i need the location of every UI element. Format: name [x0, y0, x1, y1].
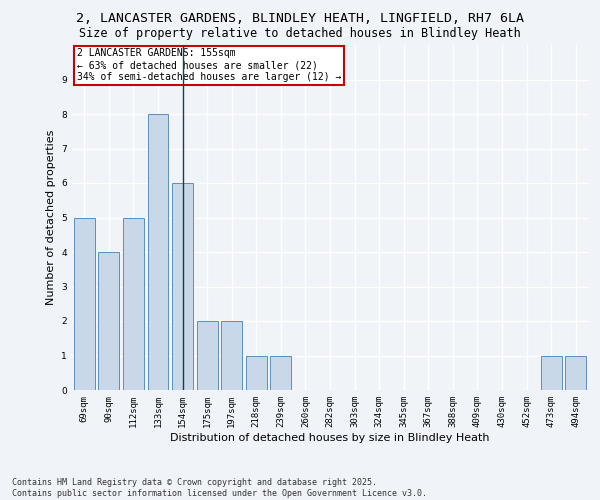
Bar — [123, 218, 144, 390]
Bar — [74, 218, 95, 390]
Text: Contains HM Land Registry data © Crown copyright and database right 2025.
Contai: Contains HM Land Registry data © Crown c… — [12, 478, 427, 498]
Bar — [565, 356, 586, 390]
Bar — [271, 356, 292, 390]
Text: 2, LANCASTER GARDENS, BLINDLEY HEATH, LINGFIELD, RH7 6LA: 2, LANCASTER GARDENS, BLINDLEY HEATH, LI… — [76, 12, 524, 26]
Bar — [246, 356, 267, 390]
Bar — [221, 321, 242, 390]
Bar — [197, 321, 218, 390]
X-axis label: Distribution of detached houses by size in Blindley Heath: Distribution of detached houses by size … — [170, 432, 490, 442]
Bar — [172, 183, 193, 390]
Text: 2 LANCASTER GARDENS: 155sqm
← 63% of detached houses are smaller (22)
34% of sem: 2 LANCASTER GARDENS: 155sqm ← 63% of det… — [77, 48, 341, 82]
Bar — [148, 114, 169, 390]
Bar — [541, 356, 562, 390]
Bar — [98, 252, 119, 390]
Y-axis label: Number of detached properties: Number of detached properties — [46, 130, 56, 305]
Text: Size of property relative to detached houses in Blindley Heath: Size of property relative to detached ho… — [79, 28, 521, 40]
